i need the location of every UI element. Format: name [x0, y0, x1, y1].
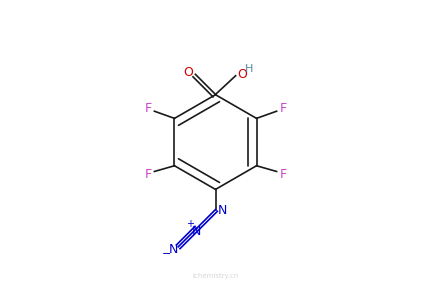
Text: ichemistry.cn: ichemistry.cn [192, 273, 238, 278]
Text: F: F [144, 168, 151, 181]
Text: F: F [279, 102, 286, 115]
Text: O: O [183, 65, 193, 79]
Text: N: N [191, 225, 200, 238]
Text: F: F [279, 168, 286, 181]
Text: F: F [144, 102, 151, 115]
Text: O: O [237, 68, 246, 81]
Text: +: + [185, 219, 193, 229]
Text: N: N [218, 204, 227, 218]
Text: H: H [245, 65, 253, 74]
Text: N: N [168, 243, 177, 256]
Text: −: − [162, 249, 171, 259]
